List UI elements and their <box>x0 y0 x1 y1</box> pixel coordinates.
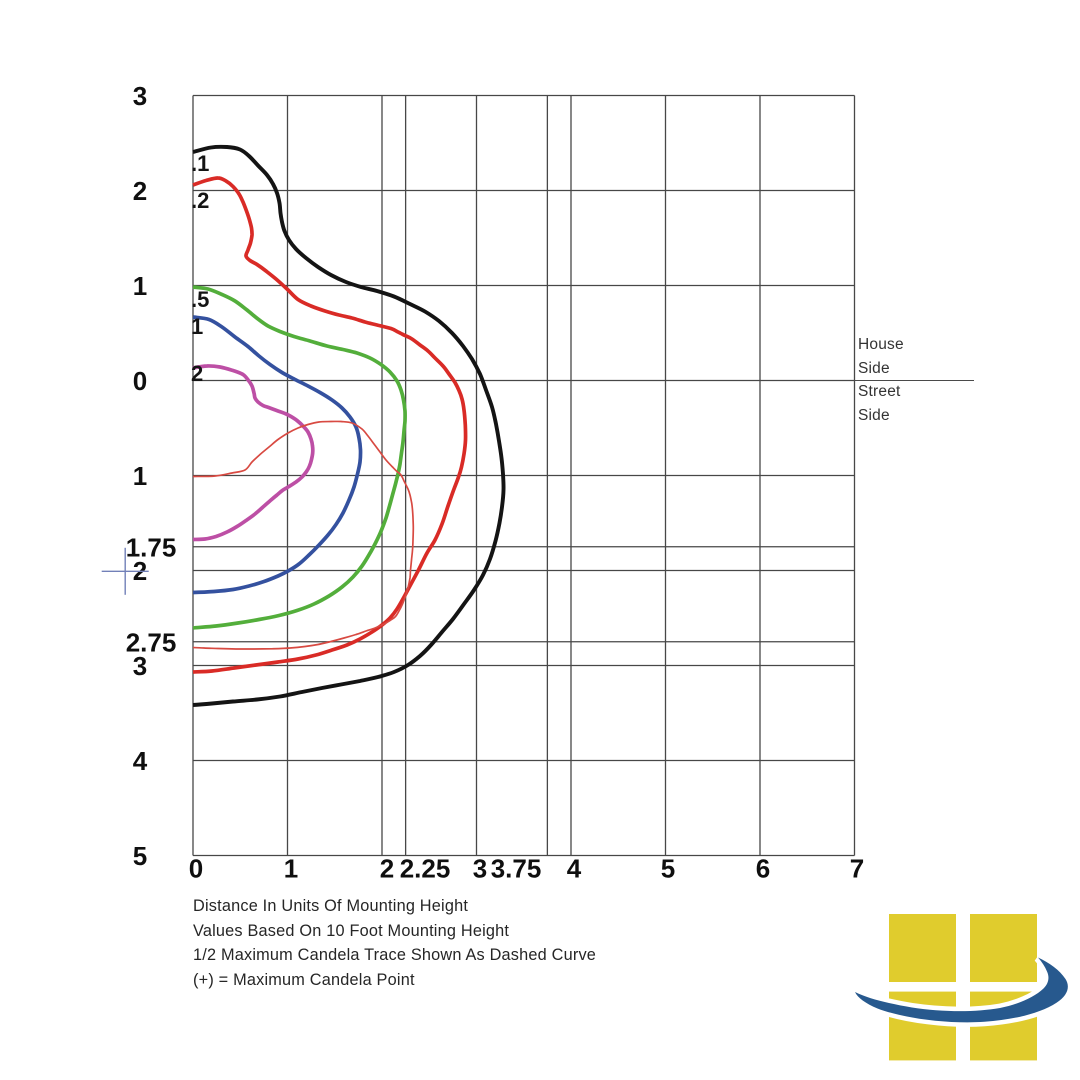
y-tick-label-5-at--5: 5 <box>133 841 147 871</box>
y-tick-label-3-at-3: 3 <box>133 81 147 111</box>
logo-swoosh-icon <box>855 957 1068 1023</box>
x-tick-label-6: 6 <box>756 854 770 884</box>
x-tick-label-0: 0 <box>189 854 203 884</box>
house-side-label-line2: Side <box>858 359 890 377</box>
x-tick-label-2.25: 2.25 <box>400 854 451 884</box>
note-max-candela: (+) = Maximum Candela Point <box>193 970 415 989</box>
y-tick-label-2.75-at--2.75: 2.75 <box>126 627 177 657</box>
street-side-label-line2: Side <box>858 407 890 425</box>
y-tick-label-1-at-1: 1 <box>133 271 147 301</box>
contour-value-label-.5: .5 <box>191 287 209 312</box>
y-tick-label-2-at-2: 2 <box>133 176 147 206</box>
y-tick-label-1.75-at--1.75: 1.75 <box>126 532 177 562</box>
contour-value-label-.1: .1 <box>191 151 209 176</box>
side-region-labels: House Side Street Side <box>858 333 904 428</box>
x-tick-label-4: 4 <box>567 854 582 884</box>
x-tick-label-3: 3 <box>473 854 487 884</box>
contour-curve-half-max-candela-trace <box>192 420 415 650</box>
x-tick-label-5: 5 <box>661 854 675 884</box>
y-tick-label-4-at--4: 4 <box>133 746 148 776</box>
note-distance-units: Distance In Units Of Mounting Height <box>193 897 469 915</box>
x-tick-label-7: 7 <box>850 854 864 884</box>
contour-value-label-2: 2 <box>191 361 203 386</box>
contour-curve-fc-0_1 <box>192 144 506 707</box>
house-side-label-line1: House <box>858 336 904 353</box>
contour-curve-fc-2 <box>192 364 315 542</box>
logo-square-top-left <box>889 914 956 982</box>
contour-curve-fc-1 <box>192 315 363 595</box>
note-mounting-height: Values Based On 10 Foot Mounting Height <box>193 921 510 940</box>
chart-notes: Distance In Units Of Mounting Height Val… <box>193 894 596 992</box>
y-tick-label-0-at-0: 0 <box>133 366 147 396</box>
x-tick-label-3.75: 3.75 <box>491 854 542 884</box>
contour-value-label-.2: .2 <box>191 188 209 213</box>
y-tick-label-1-at--1: 1 <box>133 461 147 491</box>
x-tick-label-1: 1 <box>284 854 298 884</box>
x-tick-label-2: 2 <box>380 854 394 884</box>
contour-value-label-1: 1 <box>191 314 203 339</box>
y-tick-label-3-at--3: 3 <box>133 651 147 681</box>
contour-curve-fc-0_5 <box>192 285 407 630</box>
note-half-max-trace: 1/2 Maximum Candela Trace Shown As Dashe… <box>193 946 597 964</box>
logo-square-top-right <box>970 914 1037 982</box>
street-side-label-line1: Street <box>858 383 901 401</box>
